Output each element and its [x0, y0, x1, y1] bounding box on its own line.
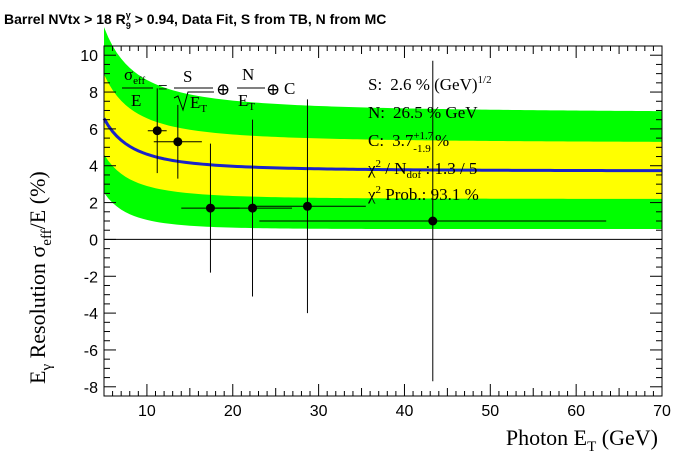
stat-chi2-prob: χ2 Prob.: 93.1 %: [367, 184, 479, 204]
axis-ticks: [103, 45, 663, 397]
stat-s: S: 2.6 % (GeV)1/2: [368, 74, 492, 94]
stat-c: C: 3.7+1.7 -1.9 %: [368, 130, 449, 155]
resolution-formula: σeff E = S ET ⊕ N ET ⊕ C: [122, 65, 295, 115]
formula-et-2: ET: [238, 91, 255, 113]
y-tick-label: 0: [89, 232, 98, 249]
formula-oplus-1: ⊕: [216, 80, 230, 99]
formula-equals: =: [158, 78, 168, 97]
formula-oplus-2: ⊕: [266, 80, 280, 99]
stat-chi2-ndof: χ2 / Ndof : 1.3 / 5: [367, 158, 477, 181]
x-tick-label: 30: [310, 403, 328, 420]
tick-labels: 10 20 30 40 50 60 70 -8 -6 -4 -2 0 2 4 6 8 10: [80, 48, 671, 420]
formula-e: E: [131, 91, 141, 110]
data-point-1: [147, 88, 167, 174]
x-axis-label: Photon ET (GeV): [506, 425, 658, 455]
y-tick-label: -6: [84, 343, 98, 360]
point-marker: [173, 137, 183, 147]
formula-s: S: [183, 67, 192, 86]
x-tick-label: 70: [653, 403, 671, 420]
x-tick-label: 50: [481, 403, 499, 420]
y-tick-label: 8: [89, 85, 98, 102]
formula-sigma: σeff: [124, 65, 146, 87]
formula-n: N: [242, 65, 254, 84]
chart-title: Barrel NVtx > 18 Rγ 9 > 0.94, Data Fit, S…: [4, 10, 386, 31]
data-points: [147, 60, 607, 382]
formula-et: ET: [190, 93, 207, 115]
y-tick-label: -4: [84, 306, 98, 323]
x-tick-label: 60: [567, 403, 585, 420]
x-tick-label: 40: [396, 403, 414, 420]
fit-curve: [102, 117, 663, 173]
y-axis-label: Eγ Resolution σeff/E (%): [25, 171, 55, 384]
y-tick-label: 4: [89, 159, 98, 176]
point-marker: [152, 126, 162, 136]
x-tick-label: 20: [224, 403, 242, 420]
point-marker: [302, 201, 312, 211]
point-marker: [248, 203, 258, 213]
fit-stats: S: 2.6 % (GeV)1/2 N: 26.5 % GeV C: 3.7+1.7-…: [367, 74, 492, 204]
y-tick-label: -8: [84, 380, 98, 397]
point-marker: [428, 216, 438, 226]
stat-n: N: 26.5 % GeV: [368, 103, 478, 122]
point-marker: [205, 203, 215, 213]
y-tick-label: 2: [89, 196, 98, 213]
formula-sqrt: [173, 91, 214, 112]
y-tick-label: -2: [84, 269, 98, 286]
y-tick-label: 10: [80, 48, 98, 65]
formula-c: C: [284, 79, 295, 98]
data-point-5: [249, 99, 366, 314]
data-point-2: [153, 104, 202, 179]
data-point-6: [259, 60, 607, 382]
y-tick-label: 6: [89, 122, 98, 139]
fit-curve-group: [102, 117, 663, 173]
x-tick-label: 10: [138, 403, 156, 420]
